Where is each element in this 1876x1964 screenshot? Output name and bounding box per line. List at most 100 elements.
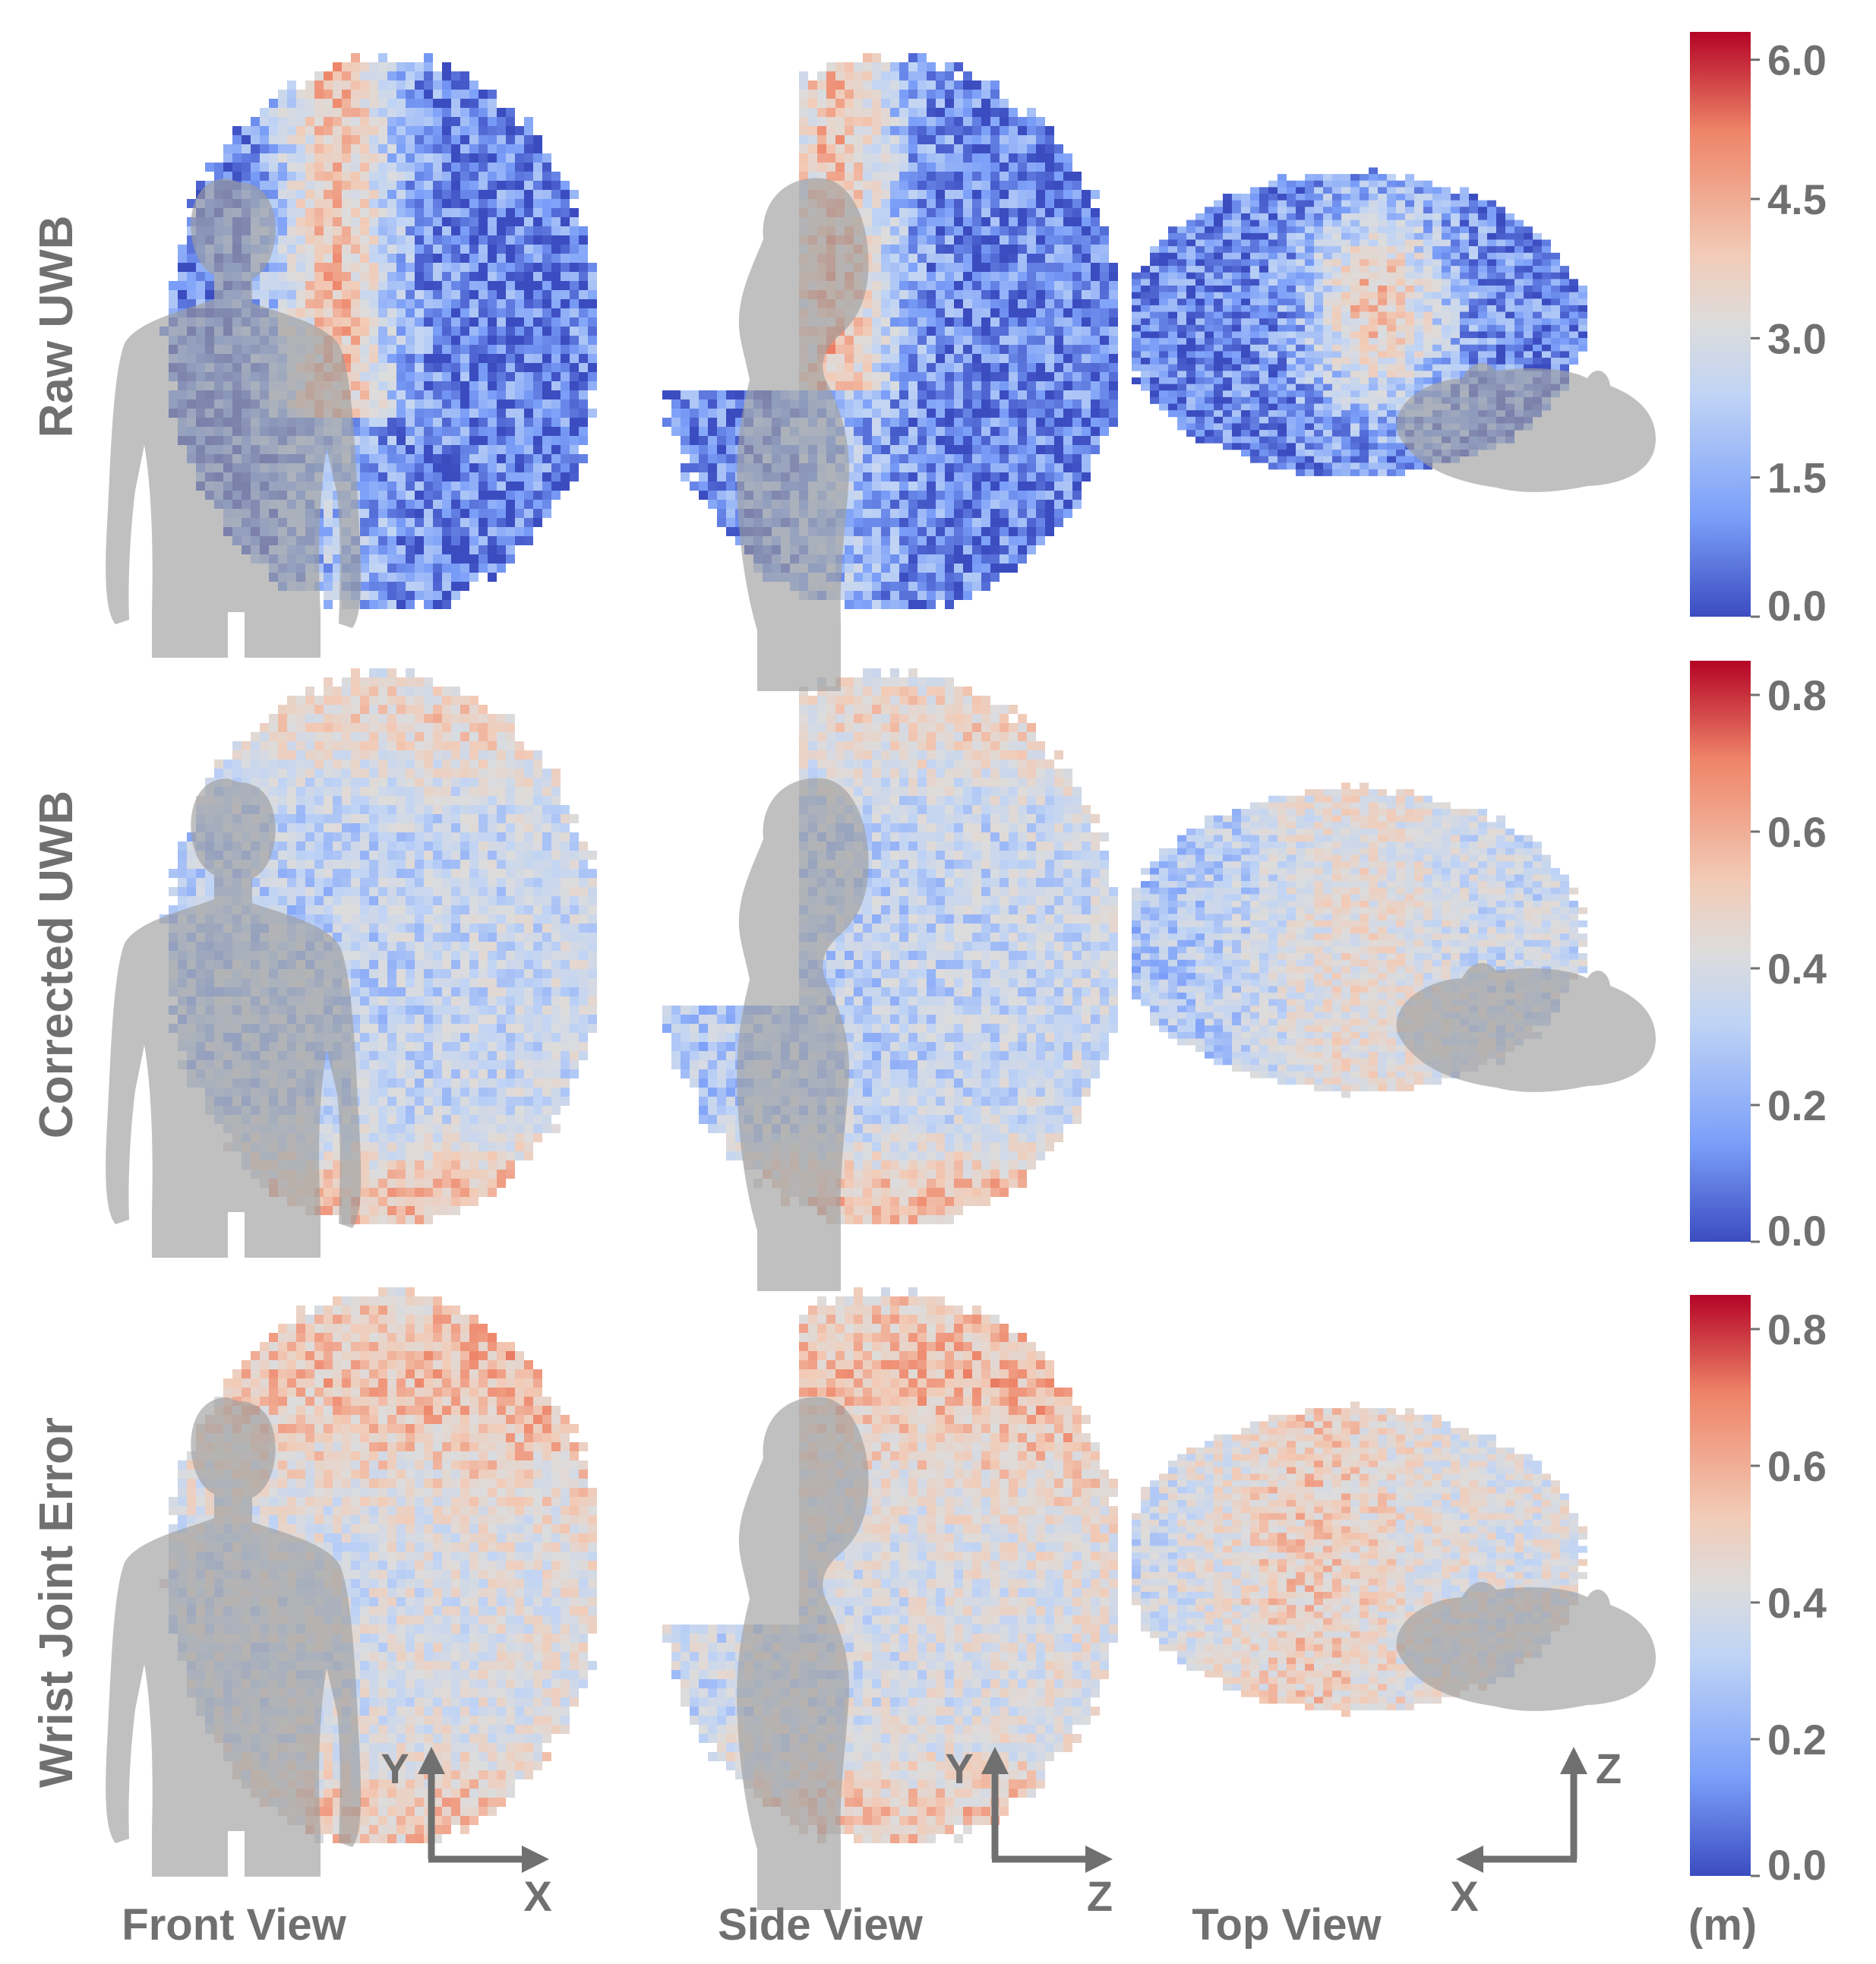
heatmap-cell <box>305 226 314 235</box>
heatmap-cell <box>469 290 478 299</box>
heatmap-cell <box>460 299 469 308</box>
heatmap-cell <box>506 190 515 199</box>
heatmap-cell <box>378 390 387 399</box>
heatmap-cell <box>196 281 205 290</box>
heatmap-cell <box>296 99 305 108</box>
heatmap-cell <box>314 163 324 172</box>
heatmap-cell <box>342 172 351 181</box>
heatmap-cell <box>478 163 488 172</box>
heatmap-cell <box>506 135 515 144</box>
heatmap-cell <box>333 144 342 153</box>
heatmap-cell <box>551 290 561 299</box>
heatmap-cell <box>972 126 981 135</box>
heatmap-cell <box>542 299 551 308</box>
heatmap-cell <box>451 463 460 472</box>
heatmap-cell <box>396 281 406 290</box>
heatmap-cell <box>406 518 415 527</box>
heatmap-cell <box>524 472 533 482</box>
heatmap-cell <box>433 582 442 591</box>
heatmap-cell <box>360 354 369 363</box>
heatmap-cell <box>378 245 387 254</box>
heatmap-cell <box>460 399 469 409</box>
heatmap-cell <box>324 81 333 90</box>
heatmap-cell <box>287 272 296 281</box>
heatmap-cell <box>881 71 890 81</box>
heatmap-cell <box>808 163 817 172</box>
heatmap-cell <box>542 372 551 381</box>
heatmap-cell <box>396 90 406 99</box>
heatmap-cell <box>524 153 533 163</box>
heatmap-cell <box>451 436 460 445</box>
heatmap-cell <box>460 381 469 390</box>
heatmap-cell <box>269 108 278 117</box>
heatmap-cell <box>515 153 524 163</box>
heatmap-cell <box>406 135 415 144</box>
heatmap-cell <box>369 482 378 491</box>
heatmap-cell <box>533 336 542 345</box>
heatmap-cell <box>570 272 579 281</box>
heatmap-cell <box>551 308 561 317</box>
heatmap-cell <box>287 208 296 217</box>
heatmap-cell <box>927 126 936 135</box>
heatmap-cell <box>360 226 369 235</box>
heatmap-cell <box>278 99 287 108</box>
heatmap-cell <box>369 418 378 427</box>
heatmap-cell <box>808 81 817 90</box>
heatmap-cell <box>954 62 963 71</box>
heatmap-cell <box>808 126 817 135</box>
heatmap-cell <box>460 482 469 491</box>
heatmap-cell <box>908 153 917 163</box>
heatmap-cell <box>378 144 387 153</box>
heatmap-cell <box>551 317 561 327</box>
heatmap-cell <box>542 281 551 290</box>
heatmap-cell <box>415 418 424 427</box>
heatmap-cell <box>396 181 406 190</box>
heatmap-cell <box>324 272 333 281</box>
heatmap-cell <box>469 245 478 254</box>
heatmap-cell <box>333 90 342 99</box>
heatmap-cell <box>1018 117 1027 126</box>
heatmap-cell <box>826 71 835 81</box>
heatmap-cell <box>488 345 497 354</box>
heatmap-cell <box>460 527 469 536</box>
heatmap-cell <box>269 99 278 108</box>
heatmap-cell <box>415 372 424 381</box>
heatmap-cell <box>497 345 506 354</box>
heatmap-cell <box>387 345 396 354</box>
heatmap-cell <box>561 226 570 235</box>
heatmap-cell <box>515 263 524 272</box>
heatmap-cell <box>424 199 433 208</box>
heatmap-cell <box>561 381 570 390</box>
heatmap-cell <box>396 381 406 390</box>
heatmap-cell <box>351 144 360 153</box>
heatmap-cell <box>442 527 451 536</box>
heatmap-cell <box>232 172 242 181</box>
heatmap-cell <box>406 600 415 609</box>
heatmap-cell <box>533 290 542 299</box>
heatmap-cell <box>561 181 570 190</box>
heatmap-cell <box>817 135 826 144</box>
heatmap-cell <box>460 108 469 117</box>
heatmap-cell <box>296 190 305 199</box>
heatmap-cell <box>908 108 917 117</box>
heatmap-cell <box>415 463 424 472</box>
heatmap-cell <box>187 281 196 290</box>
heatmap-cell <box>424 299 433 308</box>
heatmap-cell <box>287 108 296 117</box>
heatmap-cell <box>533 226 542 235</box>
heatmap-cell <box>369 126 378 135</box>
heatmap-cell <box>488 409 497 418</box>
heatmap-cell <box>1045 126 1054 135</box>
heatmap-cell <box>478 554 488 564</box>
heatmap-cell <box>442 108 451 117</box>
heatmap-cell <box>542 327 551 336</box>
heatmap-cell <box>296 281 305 290</box>
heatmap-cell <box>314 208 324 217</box>
heatmap-cell <box>287 235 296 245</box>
heatmap-cell <box>296 108 305 117</box>
heatmap-cell <box>478 345 488 354</box>
heatmap-cell <box>808 144 817 153</box>
heatmap-cell <box>570 390 579 399</box>
heatmap-cell <box>296 208 305 217</box>
heatmap-cell <box>342 199 351 208</box>
